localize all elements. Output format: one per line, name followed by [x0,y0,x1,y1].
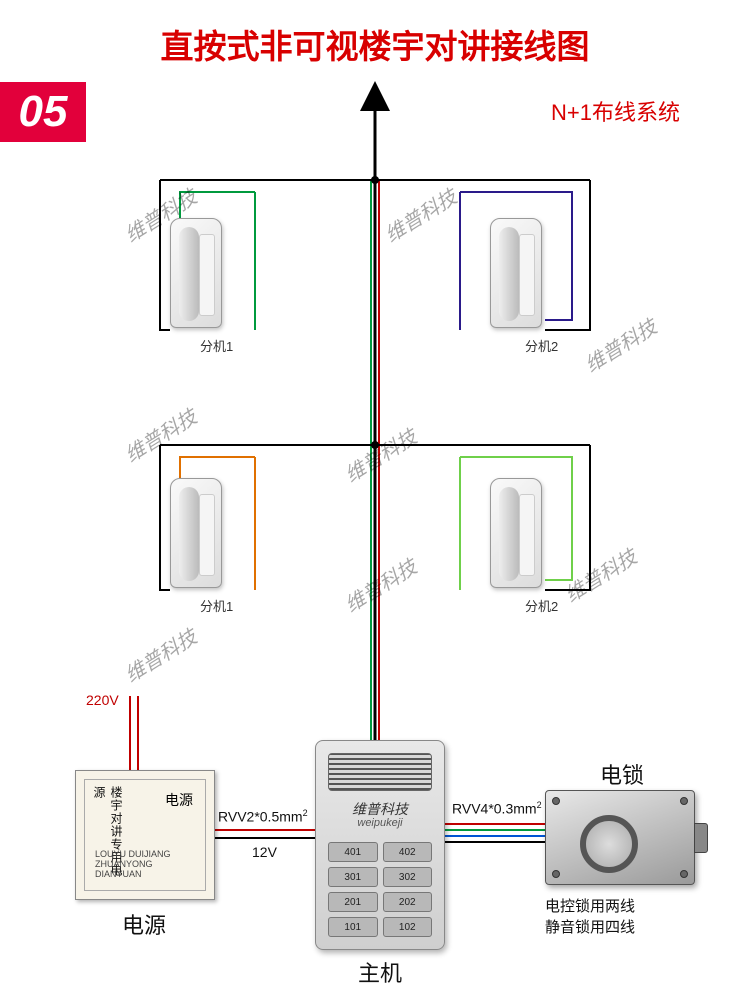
handset-label: 分机2 [525,596,558,615]
handset-label: 分机2 [525,336,558,355]
host-key: 402 [383,842,433,862]
host-key: 401 [328,842,378,862]
handset-label: 分机1 [200,336,233,355]
host-key: 302 [383,867,433,887]
label-rvv-power: RVV2*0.5mm2 [218,808,308,825]
label-12v: 12V [252,844,277,860]
power-corner-label: 电源 [165,790,193,810]
host-brand: 维普科技 [316,799,444,819]
label-rvv-lock: RVV4*0.3mm2 [452,800,542,817]
lock-title: 电锁 [600,758,644,790]
handset-ext1-upper [170,218,222,328]
label-220v: 220V [86,692,119,708]
handset-ext1-lower [170,478,222,588]
handset-label: 分机1 [200,596,233,615]
power-supply-box: 楼宇对讲专用电源 电源 LOUYU DUIJIANG ZHUANYONG DIA… [75,770,215,900]
handset-ext2-lower [490,478,542,588]
host-key: 101 [328,917,378,937]
power-caption: 电源 [122,908,166,940]
electric-lock [545,790,695,885]
host-speaker-grille [328,753,432,791]
host-brand-pinyin: weipukeji [316,817,444,829]
power-small-text: LOUYU DUIJIANG ZHUANYONG DIANYUAN [95,850,195,880]
lock-note: 电控锁用两线静音锁用四线 [545,896,635,938]
host-key: 301 [328,867,378,887]
host-key: 102 [383,917,433,937]
host-main-unit: 维普科技 weipukeji 401 402 301 302 201 202 1… [315,740,445,950]
host-keypad: 401 402 301 302 201 202 101 102 [328,842,432,937]
handset-ext2-upper [490,218,542,328]
host-key: 201 [328,892,378,912]
host-caption: 主机 [358,956,402,988]
host-key: 202 [383,892,433,912]
